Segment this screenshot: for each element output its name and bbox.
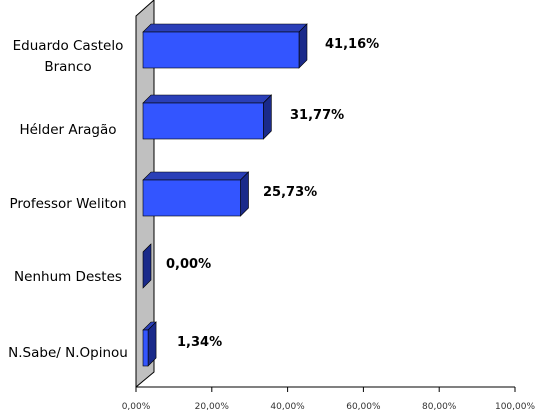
- category-label: Professor Weliton: [9, 196, 126, 212]
- value-label: 25,73%: [263, 185, 317, 200]
- labels: Eduardo Castelo Branco 41,16% Hélder Aragão…: [8, 37, 379, 361]
- x-tick-label: 20,00%: [195, 402, 230, 412]
- x-axis: 0,00% 20,00% 40,00% 60,00% 80,00% 100,00%: [122, 386, 535, 412]
- bar-front-face: [142, 179, 241, 217]
- bar-side-face: [298, 23, 308, 69]
- category-label: Nenhum Destes: [14, 269, 122, 285]
- bars: [142, 23, 308, 367]
- bar: [142, 243, 152, 289]
- bar: [142, 171, 250, 217]
- bar-side-face: [240, 171, 249, 217]
- value-label: 0,00%: [166, 257, 211, 272]
- bar-front-face: [142, 102, 264, 140]
- bar-side-face: [147, 321, 157, 367]
- bar-front-face: [142, 329, 149, 367]
- value-label: 31,77%: [290, 108, 344, 123]
- bar: [142, 23, 308, 69]
- bar-top-face: [142, 23, 308, 33]
- x-tick-label: 100,00%: [495, 402, 535, 412]
- bar: [142, 94, 273, 140]
- category-label: Hélder Aragão: [19, 122, 116, 138]
- value-label: 1,34%: [177, 335, 222, 350]
- category-label: Branco: [44, 59, 91, 75]
- bar-front-face: [142, 31, 300, 69]
- x-tick-label: 0,00%: [122, 402, 151, 412]
- value-label: 41,16%: [325, 37, 379, 52]
- x-tick-label: 60,00%: [346, 402, 381, 412]
- x-tick-label: 40,00%: [270, 402, 305, 412]
- category-label: N.Sabe/ N.Opinou: [8, 345, 128, 361]
- category-label: Eduardo Castelo: [13, 38, 124, 54]
- bar-side-face: [142, 243, 152, 289]
- bar: [142, 321, 157, 367]
- bar-top-face: [142, 171, 250, 181]
- x-tick-label: 80,00%: [422, 402, 457, 412]
- bar-side-face: [263, 94, 272, 140]
- bar-top-face: [142, 94, 273, 104]
